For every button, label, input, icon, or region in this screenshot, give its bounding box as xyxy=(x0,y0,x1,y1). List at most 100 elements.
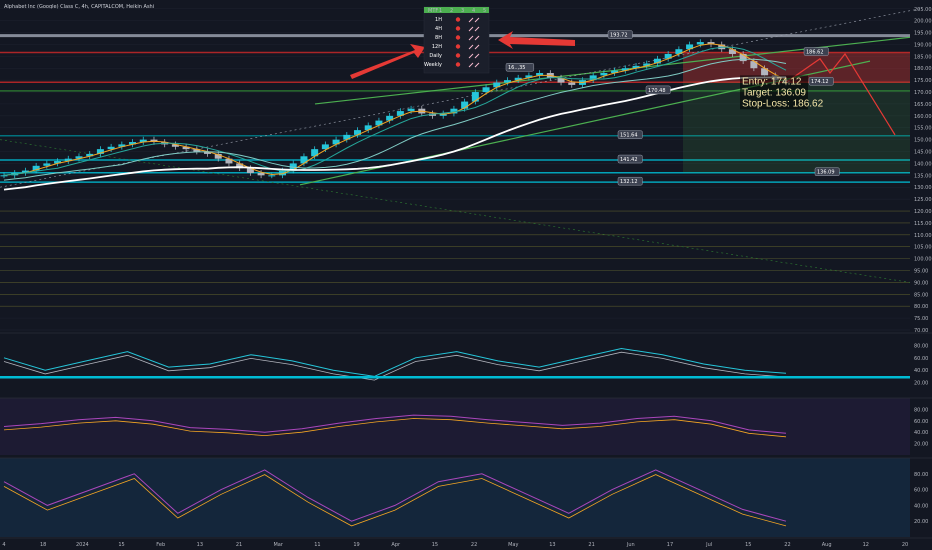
candle xyxy=(396,111,404,116)
indicator-baseline xyxy=(0,376,910,379)
moving-average-2 xyxy=(3,46,787,176)
price-tick-label: 70.00 xyxy=(914,328,928,334)
price-tick-label: 155.00 xyxy=(914,126,932,132)
candle xyxy=(75,156,83,159)
target-text: Target: 136.09 xyxy=(742,87,806,98)
x-tick-label: 2024 xyxy=(76,542,89,548)
candle xyxy=(43,163,51,166)
candle xyxy=(653,58,661,64)
price-label-box xyxy=(617,176,643,186)
price-tick-label: 150.00 xyxy=(914,138,932,144)
x-tick-label: 21 xyxy=(588,542,594,548)
candle xyxy=(214,153,222,159)
price-label: 193.72 xyxy=(610,33,628,39)
oscillator-tick-label: 60.00 xyxy=(914,419,928,425)
oscillator-signal-line xyxy=(3,474,787,527)
candle xyxy=(279,170,287,176)
price-tick-label: 135.00 xyxy=(914,173,932,179)
candle xyxy=(0,175,8,177)
mtf-state-dot xyxy=(455,26,461,31)
oscillator-line xyxy=(3,414,787,434)
candle xyxy=(536,73,544,76)
candle xyxy=(129,142,137,145)
oscillator-tick-label: 40.00 xyxy=(914,503,928,509)
candle xyxy=(343,134,351,140)
price-tick-label: 105.00 xyxy=(914,245,932,251)
price-tick-label: 85.00 xyxy=(914,292,928,298)
price-tick-label: 125.00 xyxy=(914,197,932,203)
candle xyxy=(54,161,62,164)
arrow-up-right-icon xyxy=(474,17,480,23)
x-tick-label: 22 xyxy=(471,542,477,548)
arrow-up-right-icon xyxy=(468,53,474,59)
price-tick-label: 180.00 xyxy=(914,66,932,72)
candle xyxy=(386,115,394,121)
price-tick-label: 160.00 xyxy=(914,114,932,120)
candle xyxy=(728,49,736,54)
oscillator-tick-label: 20.00 xyxy=(914,381,928,387)
price-label: 136.09 xyxy=(817,170,835,176)
price-tick-label: 80.00 xyxy=(914,304,928,310)
price-tick-label: 195.00 xyxy=(914,31,932,37)
mtf-state-dot xyxy=(455,17,461,22)
candle xyxy=(107,146,115,150)
dotted-down-line xyxy=(0,139,911,283)
price-label: 186.62 xyxy=(806,49,824,55)
candle xyxy=(332,139,340,145)
x-tick-label: 17 xyxy=(667,542,673,548)
arrow-up-right-icon xyxy=(474,35,480,41)
candle xyxy=(300,156,308,164)
candle xyxy=(139,139,147,143)
candle xyxy=(225,158,233,164)
candle xyxy=(600,73,608,76)
oscillator-line xyxy=(3,469,787,522)
candle xyxy=(514,77,522,81)
candle xyxy=(696,42,704,45)
price-tick-label: 200.00 xyxy=(914,19,932,25)
price-label: 132.12 xyxy=(620,179,638,185)
oscillator-line xyxy=(3,347,787,377)
candle xyxy=(193,149,201,152)
mtf-row-label: Weekly xyxy=(424,62,442,68)
candle xyxy=(118,144,126,147)
oscillator-tick-label: 40.00 xyxy=(914,430,928,436)
x-tick-label: 20 xyxy=(902,542,908,548)
mtf-row-label: 1H xyxy=(435,17,442,23)
moving-average-3 xyxy=(3,58,787,181)
candle xyxy=(450,108,458,114)
x-tick-label: 13 xyxy=(197,542,203,548)
candle xyxy=(246,168,254,173)
x-tick-label: 4 xyxy=(2,542,5,548)
candle xyxy=(64,158,72,162)
price-tick-label: 75.00 xyxy=(914,316,928,322)
mtf-row-label: 4H xyxy=(435,26,442,32)
candle xyxy=(750,61,758,69)
candle xyxy=(96,149,104,154)
candle xyxy=(375,120,383,126)
candle xyxy=(461,101,469,109)
price-label-box xyxy=(814,167,840,176)
x-tick-label: Jun xyxy=(626,542,635,548)
candle xyxy=(557,77,565,83)
x-tick-label: 15 xyxy=(118,542,124,548)
candle xyxy=(268,175,276,177)
x-tick-label: 21 xyxy=(236,542,242,548)
mtf-state-dot xyxy=(455,35,461,40)
indicator-panel xyxy=(0,333,910,395)
x-tick-label: 12 xyxy=(863,542,869,548)
candle xyxy=(354,130,362,135)
candle xyxy=(364,125,372,131)
candle xyxy=(86,153,94,157)
dotted-channel-line xyxy=(0,8,921,188)
mtf-header-cell: 1 xyxy=(439,8,442,14)
candle xyxy=(257,172,265,176)
x-tick-label: 11 xyxy=(314,542,320,548)
candle xyxy=(21,170,29,173)
arrow-up-right-icon xyxy=(468,35,474,41)
oscillator-tick-label: 60.00 xyxy=(914,488,928,494)
arrow-up-right-icon xyxy=(474,62,480,68)
price-tick-label: 120.00 xyxy=(914,209,932,215)
candle xyxy=(675,49,683,54)
